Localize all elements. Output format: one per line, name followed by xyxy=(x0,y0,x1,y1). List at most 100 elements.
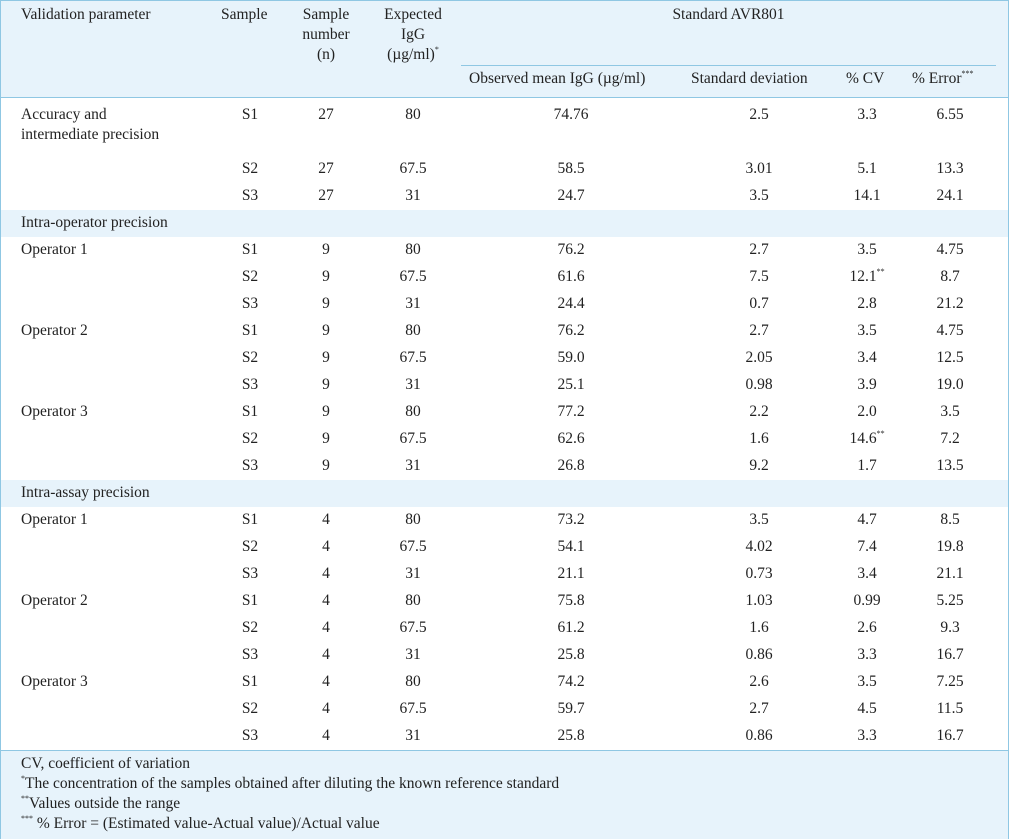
n-cell: 9 xyxy=(322,457,330,474)
sample-cell: S1 xyxy=(241,403,259,420)
cv-cell: 3.3 xyxy=(857,727,877,744)
table-row: S3 9 31 24.4 0.7 2.8 21.2 xyxy=(1,291,1008,318)
cv-cell: 3.4 xyxy=(857,565,877,582)
n-cell: 4 xyxy=(322,646,330,663)
standard-deviation-cell: 1.03 xyxy=(745,592,773,609)
header-divider xyxy=(461,65,996,66)
error-cell: 8.5 xyxy=(940,511,960,528)
row-label: Operator 3 xyxy=(21,403,88,420)
standard-deviation-cell: 9.2 xyxy=(749,457,769,474)
expected-igg-cell: 67.5 xyxy=(399,619,427,636)
error-cell: 8.7 xyxy=(940,268,960,285)
sample-cell: S2 xyxy=(241,349,259,366)
observed-mean-cell: 25.1 xyxy=(557,376,585,393)
header-error: % Error*** xyxy=(912,69,974,88)
error-cell: 6.55 xyxy=(936,106,964,123)
standard-deviation-cell: 3.5 xyxy=(749,511,769,528)
table-row: Accuracy and intermediate precision S1 27 80… xyxy=(1,102,1008,156)
sample-cell: S3 xyxy=(241,376,259,393)
table-header: Validation parameter Sample Sample numbe… xyxy=(1,1,1008,98)
header-sample: Sample xyxy=(221,6,268,23)
observed-mean-cell: 25.8 xyxy=(557,646,585,663)
n-cell: 4 xyxy=(322,565,330,582)
expected-igg-cell: 80 xyxy=(405,241,421,258)
row-label: Accuracy and xyxy=(21,106,107,123)
n-cell: 9 xyxy=(322,295,330,312)
expected-igg-cell: 80 xyxy=(405,403,421,420)
header-sample-number: Sample number (n) xyxy=(302,6,350,63)
sample-cell: S1 xyxy=(241,106,259,123)
row-label: Operator 2 xyxy=(21,322,88,339)
observed-mean-cell: 74.76 xyxy=(553,106,589,123)
standard-deviation-cell: 2.2 xyxy=(749,403,769,420)
row-label: Operator 1 xyxy=(21,511,88,528)
expected-igg-cell: 31 xyxy=(405,565,421,582)
n-cell: 27 xyxy=(318,160,334,177)
observed-mean-cell: 59.7 xyxy=(557,700,585,717)
standard-deviation-cell: 2.6 xyxy=(749,673,769,690)
n-cell: 9 xyxy=(322,349,330,366)
expected-igg-cell: 80 xyxy=(405,511,421,528)
header-cv: % CV xyxy=(846,70,885,87)
observed-mean-cell: 24.4 xyxy=(557,295,585,312)
expected-igg-cell: 67.5 xyxy=(399,349,427,366)
observed-mean-cell: 25.8 xyxy=(557,727,585,744)
standard-deviation-cell: 0.86 xyxy=(745,727,773,744)
standard-deviation-cell: 0.98 xyxy=(745,376,773,393)
table-row: S3 27 31 24.7 3.5 14.1 24.1 xyxy=(1,183,1008,210)
footnote: CV, coefficient of variation xyxy=(21,755,191,772)
standard-deviation-cell: 2.7 xyxy=(749,700,769,717)
observed-mean-cell: 75.8 xyxy=(557,592,585,609)
row-label: Operator 3 xyxy=(21,673,88,690)
expected-igg-cell: 31 xyxy=(405,376,421,393)
section-heading: Intra-operator precision xyxy=(21,214,168,231)
expected-igg-cell: 80 xyxy=(405,673,421,690)
header-standard-group: Standard AVR801 xyxy=(672,6,785,23)
expected-igg-cell: 80 xyxy=(405,106,421,123)
cv-cell: 12.1** xyxy=(849,267,885,286)
table-row: Operator 3 S1 4 80 74.2 2.6 3.5 7.25 xyxy=(1,669,1008,696)
section-row: Intra-operator precision xyxy=(1,210,1008,237)
observed-mean-cell: 61.6 xyxy=(557,268,585,285)
sample-cell: S1 xyxy=(241,241,259,258)
sample-cell: S3 xyxy=(241,187,259,204)
expected-igg-cell: 67.5 xyxy=(399,700,427,717)
error-cell: 21.2 xyxy=(936,295,964,312)
cv-cell: 3.9 xyxy=(857,376,877,393)
cv-cell: 4.5 xyxy=(857,700,877,717)
sample-cell: S2 xyxy=(241,700,259,717)
error-cell: 5.25 xyxy=(936,592,964,609)
table-row: S3 9 31 26.8 9.2 1.7 13.5 xyxy=(1,453,1008,480)
error-cell: 19.8 xyxy=(936,538,964,555)
sample-cell: S2 xyxy=(241,538,259,555)
standard-deviation-cell: 2.05 xyxy=(745,349,773,366)
n-cell: 27 xyxy=(318,106,334,123)
standard-deviation-cell: 4.02 xyxy=(745,538,773,555)
standard-deviation-cell: 3.5 xyxy=(749,187,769,204)
sample-cell: S1 xyxy=(241,592,259,609)
error-cell: 19.0 xyxy=(936,376,964,393)
expected-igg-cell: 31 xyxy=(405,457,421,474)
error-cell: 24.1 xyxy=(936,187,964,204)
error-cell: 11.5 xyxy=(936,700,964,717)
cv-cell: 3.3 xyxy=(857,106,877,123)
out-of-range-mark: ** xyxy=(876,267,885,276)
cv-cell: 3.3 xyxy=(857,646,877,663)
standard-deviation-cell: 0.73 xyxy=(745,565,773,582)
error-cell: 9.3 xyxy=(940,619,960,636)
footnote: **Values outside the range xyxy=(21,794,181,813)
expected-igg-cell: 31 xyxy=(405,727,421,744)
cv-cell: 0.99 xyxy=(853,592,881,609)
error-cell: 4.75 xyxy=(936,322,964,339)
n-cell: 4 xyxy=(322,538,330,555)
out-of-range-mark: ** xyxy=(876,429,885,438)
expected-igg-cell: 67.5 xyxy=(399,538,427,555)
error-cell: 21.1 xyxy=(936,565,964,582)
table-row: S3 4 31 25.8 0.86 3.3 16.7 xyxy=(1,723,1008,750)
error-cell: 7.2 xyxy=(940,430,960,447)
table-row: S2 27 67.5 58.5 3.01 5.1 13.3 xyxy=(1,156,1008,183)
row-label: Operator 2 xyxy=(21,592,88,609)
error-cell: 13.5 xyxy=(936,457,964,474)
observed-mean-cell: 76.2 xyxy=(557,241,585,258)
